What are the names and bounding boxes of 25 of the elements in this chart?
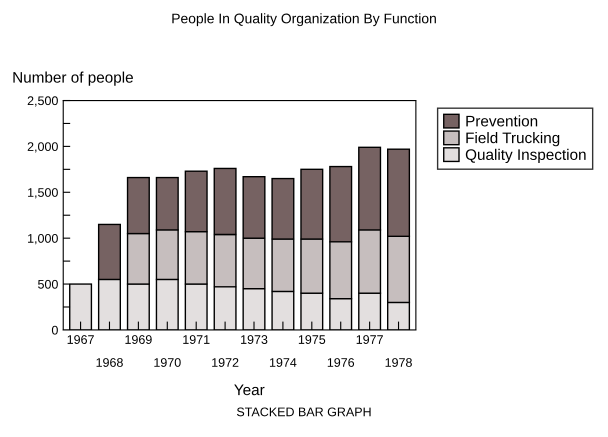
x-tick-label: 1971	[183, 335, 210, 344]
y-tick-label: 1,500	[28, 188, 58, 198]
x-axis-title: Year	[234, 384, 264, 396]
text: STACKED BAR GRAPH	[236, 407, 371, 416]
legend-label: Prevention	[466, 115, 538, 126]
x-tick-label: 1976	[328, 358, 354, 367]
x-tick-label: 1977	[356, 335, 383, 344]
x-tick-label: 1972	[212, 358, 238, 367]
legend-label: Field Trucking	[466, 132, 560, 146]
y-tick-label: 2,000	[28, 142, 58, 153]
legend-label: Quality Inspection	[466, 148, 586, 164]
x-tick-label: 1975	[298, 335, 326, 344]
x-tick-label: 1968	[96, 358, 123, 367]
x-tick-label: 1978	[386, 358, 412, 367]
y-tick-label: 2,500	[28, 96, 58, 107]
x-tick-label: 1969	[125, 335, 152, 344]
chart-title: People In Quality Organization By Function	[172, 13, 436, 26]
x-tick-label: 1974	[270, 358, 296, 367]
x-tick-label: 1967	[68, 335, 94, 344]
y-tick-label: 0	[52, 326, 58, 335]
y-axis-title: Number of people	[13, 72, 133, 86]
x-tick-label: 1970	[154, 358, 181, 367]
x-tick-label: 1973	[241, 335, 268, 344]
y-tick-label: 500	[38, 280, 58, 289]
y-tick-label: 1,000	[28, 234, 58, 244]
